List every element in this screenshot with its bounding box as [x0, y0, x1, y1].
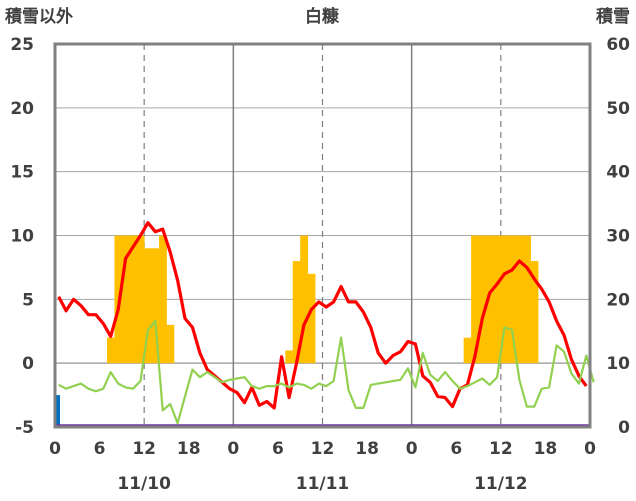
bar [500, 235, 509, 364]
hour-tick-label: 6 [450, 439, 462, 459]
hour-tick-label: 18 [177, 439, 201, 459]
hour-tick-label: 6 [94, 439, 106, 459]
bar [136, 235, 145, 364]
bar [493, 235, 502, 364]
bar [166, 324, 175, 364]
left-tick-label: 5 [22, 290, 34, 310]
left-tick-label: 0 [22, 354, 34, 374]
left-tick-label: 25 [10, 35, 34, 55]
left-axis-ticks: -5 0 5 10 15 20 25 [10, 35, 34, 438]
series-line [58, 319, 595, 425]
date-label: 11/11 [296, 474, 350, 494]
chart-title: 白糠 [305, 6, 340, 27]
bar [129, 235, 138, 364]
x-axis-ticks: 0 6 12 18 0 6 12 18 0 6 12 18 0 [49, 439, 596, 459]
bar [478, 235, 487, 364]
right-tick-label: 20 [606, 290, 630, 310]
hour-tick-label: 0 [227, 439, 239, 459]
hour-tick-label: 12 [311, 439, 335, 459]
hour-tick-label: 6 [272, 439, 284, 459]
bar [530, 261, 539, 364]
date-label: 11/12 [474, 474, 528, 494]
left-tick-label: 20 [10, 99, 34, 119]
bar [515, 235, 524, 364]
bar [144, 248, 152, 364]
hour-tick-label: 0 [49, 439, 61, 459]
left-tick-label: 15 [10, 163, 34, 183]
hour-tick-label: 12 [489, 439, 513, 459]
bar [508, 235, 517, 364]
hour-tick-label: 0 [584, 439, 596, 459]
right-tick-label: 0 [618, 418, 630, 438]
bar [159, 235, 167, 364]
date-label: 11/10 [117, 474, 171, 494]
bar [56, 395, 60, 427]
left-tick-label: -5 [15, 418, 34, 438]
bar [463, 337, 472, 364]
bar [292, 261, 301, 364]
bar [121, 235, 130, 364]
bar [307, 273, 316, 364]
bar [471, 235, 479, 364]
plot-frame [53, 42, 592, 429]
snow-depth-bars [56, 395, 60, 427]
bar [300, 235, 309, 364]
bar [523, 235, 531, 364]
right-tick-label: 40 [606, 163, 630, 183]
right-axis-ticks: 0 10 20 30 40 50 60 [606, 35, 630, 438]
series-line [57, 221, 588, 410]
bar [285, 350, 294, 364]
right-tick-label: 50 [606, 99, 630, 119]
hour-tick-label: 0 [406, 439, 418, 459]
hour-tick-label: 12 [132, 439, 156, 459]
left-tick-label: 10 [10, 227, 34, 247]
date-labels: 11/10 11/11 11/12 [117, 474, 527, 494]
right-axis-title: 積雪 [596, 6, 630, 27]
left-axis-title: 積雪以外 [5, 6, 73, 27]
bar [151, 248, 160, 364]
precipitation-bars [107, 235, 539, 364]
right-tick-label: 60 [606, 35, 630, 55]
right-tick-label: 10 [606, 354, 630, 374]
hour-tick-label: 18 [534, 439, 558, 459]
bar [107, 337, 115, 364]
bar [485, 235, 494, 364]
hour-tick-label: 18 [355, 439, 379, 459]
right-tick-label: 30 [606, 227, 630, 247]
